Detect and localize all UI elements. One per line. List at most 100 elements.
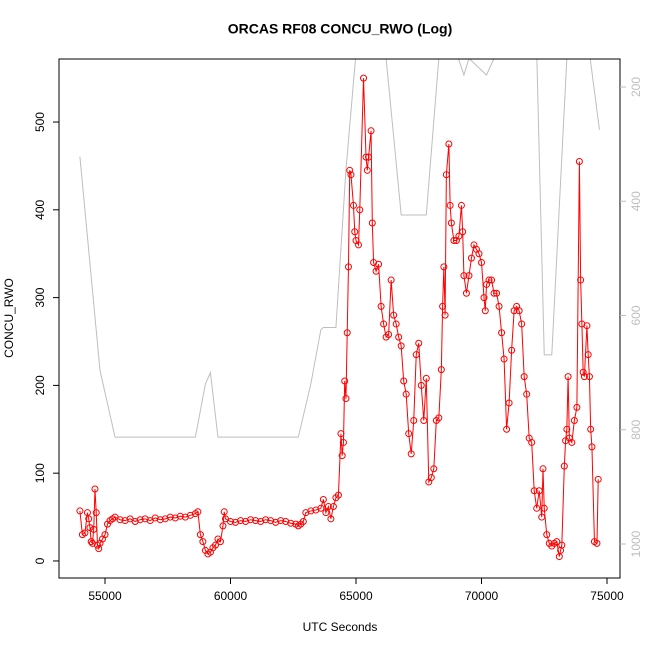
data-point [397,342,405,350]
data-point [415,339,423,347]
y-tick-label: 200 [33,375,47,395]
data-point [355,241,363,249]
data-point [447,219,455,227]
y-axis-label: CONCU_RWO [2,278,16,358]
data-point [495,302,503,310]
data-point [488,276,496,284]
data-point [407,450,415,458]
data-point [457,201,465,209]
data-point [568,438,576,446]
data-point [575,158,583,166]
data-point [385,330,393,338]
data-point [116,516,124,524]
data-point [518,320,526,328]
data-point [81,529,89,537]
data-point [347,171,355,179]
data-point [317,504,325,512]
data-point [390,311,398,319]
data-point [87,538,95,546]
data-point [166,513,174,521]
data-point [583,322,591,330]
data-point [199,538,207,546]
data-point [349,201,357,209]
data-point [196,531,204,539]
data-point [493,289,501,297]
data-point [342,395,350,403]
data-point [227,517,235,525]
data-point [584,351,592,359]
x-axis-label: UTC Seconds [303,620,378,634]
data-point [437,366,445,374]
data-point [365,153,373,161]
data-point [392,320,400,328]
y2-tick-label: 800 [629,419,643,439]
y-tick-label: 300 [33,287,47,307]
x-tick-label: 60000 [214,589,248,603]
y-tick-label: 100 [33,463,47,483]
data-point [420,417,428,425]
data-point [341,377,349,385]
y2-tick-label: 1000 [629,530,643,557]
data-point [435,414,443,422]
data-point [375,260,383,268]
data-point [417,381,425,389]
data-point [95,545,103,553]
x-tick-label: 70000 [465,589,499,603]
data-point [329,503,337,511]
data-point [194,508,202,516]
data-point [530,487,538,495]
data-point [520,373,528,381]
data-point [533,504,541,512]
x-tick-label: 75000 [590,589,624,603]
data-point [400,377,408,385]
data-point [307,507,315,515]
chart-title: ORCAS RF08 CONCU_RWO (Log) [228,21,453,37]
data-point [86,524,94,532]
y2-tick-label: 200 [629,77,643,97]
data-point [440,263,448,271]
data-point [351,228,359,236]
data-point [101,531,109,539]
data-point [515,307,523,315]
data-point [410,417,418,425]
data-point [422,374,430,382]
data-point [427,474,435,482]
y2-tick-label: 400 [629,191,643,211]
data-point [538,513,546,521]
data-point [211,541,219,549]
data-point [459,228,467,236]
data-point [412,351,420,359]
data-point [558,541,566,549]
data-point [505,399,513,407]
data-point [362,153,370,161]
data-point [500,355,508,363]
data-point [237,517,245,525]
data-point [402,390,410,398]
plot-area [76,59,602,561]
data-point [462,289,470,297]
data-point [593,539,601,547]
data-point [570,417,578,425]
data-point [481,307,489,315]
data-point [287,519,295,527]
data-point [356,206,364,214]
data-point [136,516,144,524]
data-point [252,517,260,525]
data-point [324,503,332,511]
data-point [337,430,345,438]
data-point [539,465,547,473]
data-point [478,258,486,266]
data-point [262,516,270,524]
data-point [387,276,395,284]
data-point [540,504,548,512]
y-tick-label: 400 [33,199,47,219]
data-point [334,491,342,499]
data-point [380,320,388,328]
data-point [535,487,543,495]
data-point [460,272,468,280]
data-point [467,254,475,262]
data-point [528,438,536,446]
data-point [573,403,581,411]
data-point [176,512,184,520]
